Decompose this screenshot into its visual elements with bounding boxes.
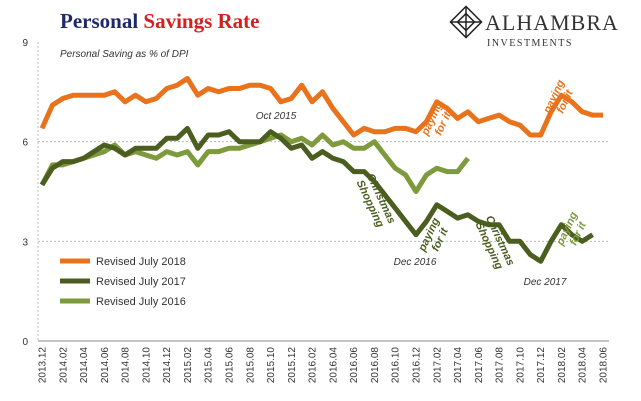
annotation-line: Dec 2017 (524, 277, 567, 288)
x-tick-label: 2013.12 (38, 347, 49, 384)
legend-label: Revised July 2016 (96, 296, 186, 308)
x-tick-label: 2018.06 (599, 347, 610, 384)
x-tick-label: 2016.02 (308, 347, 319, 384)
annotation-line: Oct 2015 (256, 111, 297, 122)
x-tick-label: 2018.04 (578, 347, 589, 384)
x-tick-label: 2014.08 (121, 347, 132, 384)
title-lead: Personal (60, 9, 138, 33)
y-tick-label: 3 (22, 237, 28, 248)
x-tick-label: 2015.10 (266, 347, 277, 384)
x-tick-label: 2015.08 (245, 347, 256, 384)
x-tick-label: 2016.10 (391, 347, 402, 384)
x-tick-label: 2016.06 (349, 347, 360, 384)
y-tick-label: 6 (22, 138, 28, 149)
x-tick-label: 2015.06 (225, 347, 236, 384)
x-tick-label: 2014.02 (58, 347, 69, 384)
x-tick-label: 2015.04 (204, 347, 215, 384)
annotation: Dec 2016 (394, 257, 437, 268)
y-tick-label: 9 (22, 38, 28, 49)
series-line (39, 76, 603, 138)
annotation-line: Dec 2016 (394, 257, 437, 268)
x-tick-label: 2015.12 (287, 347, 298, 384)
x-tick-label: 2017.02 (432, 347, 443, 384)
logo-name: ALHAMBRA (485, 10, 619, 35)
legend-label: Revised July 2018 (96, 256, 186, 268)
x-tick-label: 2014.06 (100, 347, 111, 384)
x-tick-label: 2017.04 (453, 347, 464, 384)
x-tick-label: 2016.08 (370, 347, 381, 384)
legend-label: Revised July 2017 (96, 276, 186, 288)
x-tick-label: 2014.10 (141, 347, 152, 384)
series-line (39, 125, 594, 264)
y-tick-label: 0 (22, 337, 28, 348)
x-tick-label: 2016.12 (412, 347, 423, 384)
logo-icon (449, 5, 483, 39)
x-tick-label: 2014.12 (162, 347, 173, 384)
logo-tagline: INVESTMENTS (487, 38, 573, 49)
x-tick-label: 2014.04 (79, 347, 90, 384)
chart-subtitle: Personal Saving as % of DPI (60, 49, 189, 60)
annotation: Oct 2015 (256, 111, 297, 122)
x-tick-label: 2017.08 (495, 347, 506, 384)
x-tick-label: 2018.02 (557, 347, 568, 384)
x-tick-label: 2016.04 (328, 347, 339, 384)
x-tick-label: 2017.10 (515, 347, 526, 384)
x-tick-label: 2017.06 (474, 347, 485, 384)
x-tick-label: 2017.12 (536, 347, 547, 384)
x-tick-label: 2015.02 (183, 347, 194, 384)
chart-title: Personal Savings Rate (60, 9, 260, 33)
annotation: Dec 2017 (524, 277, 567, 288)
title-emphasis: Savings Rate (143, 9, 259, 33)
